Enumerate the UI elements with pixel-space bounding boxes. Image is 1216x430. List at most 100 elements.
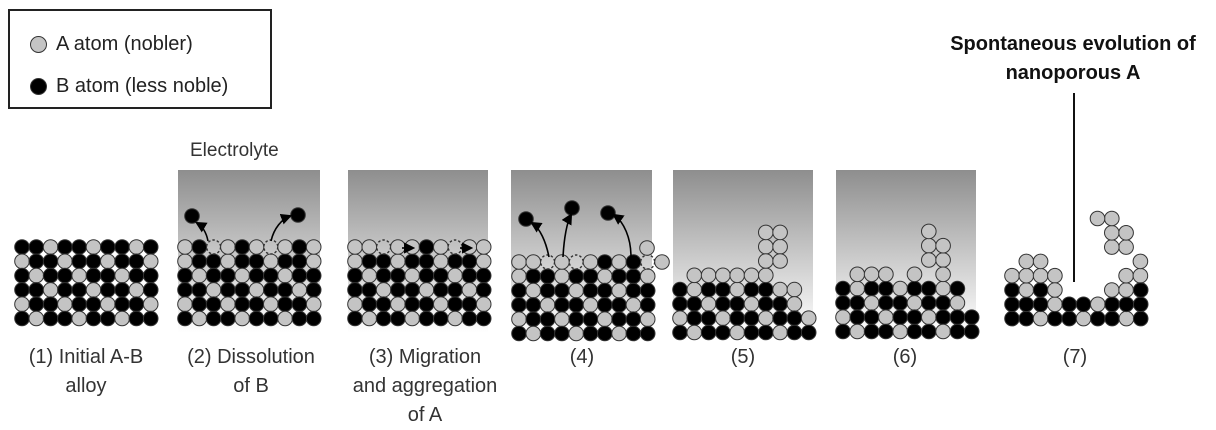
a-atom (42, 239, 59, 255)
a-atom (28, 267, 45, 284)
b-atom (625, 311, 642, 328)
b-atom (597, 325, 613, 342)
a-atom (935, 252, 951, 268)
a-atom (177, 296, 193, 313)
caption-7-line-1: (7) (1062, 346, 1088, 368)
b-atom (686, 296, 703, 312)
b-atom (42, 296, 59, 313)
caption-6-line-1: (6) (892, 346, 918, 368)
b-atom (28, 296, 45, 313)
a-atom (672, 310, 688, 327)
b-atom (375, 253, 392, 270)
b-atom (191, 239, 208, 255)
b-atom (525, 268, 542, 285)
a-atom (305, 296, 322, 313)
b-atom (277, 282, 293, 298)
a-atom (447, 310, 463, 327)
b-atom (1104, 296, 1120, 313)
a-atom (729, 267, 746, 284)
b-atom (525, 297, 542, 313)
a-atom (1032, 267, 1049, 284)
a-atom (85, 282, 102, 298)
a-atom (1118, 225, 1134, 241)
b-atom (949, 280, 966, 297)
b-atom (835, 280, 851, 297)
b-atom (511, 282, 527, 299)
b-atom (475, 310, 492, 327)
b-atom (743, 324, 760, 341)
a-atom (433, 253, 449, 270)
b-atom (625, 325, 642, 342)
a-atom (447, 267, 463, 284)
b-atom (191, 253, 208, 270)
a-atom (772, 238, 788, 255)
b-atom (390, 267, 406, 284)
a-atom (475, 253, 492, 270)
a-atom (361, 239, 378, 255)
a-atom (800, 310, 817, 327)
a-atom (715, 310, 731, 327)
b-atom (390, 310, 406, 327)
b-atom (568, 297, 585, 313)
a-atom (906, 295, 923, 311)
b-atom (729, 310, 746, 327)
atom-movement-arrow (195, 221, 209, 242)
legend-label-a: A atom (nobler) (56, 33, 193, 55)
b-atom (220, 310, 236, 327)
a-atom (686, 267, 703, 284)
b-atom (234, 253, 250, 270)
a-atom (57, 296, 73, 313)
b-atom (715, 324, 731, 341)
a-atom (597, 268, 613, 285)
b-atom (128, 296, 145, 313)
b-atom (248, 296, 265, 313)
b-atom (835, 295, 851, 311)
a-atom (772, 281, 788, 298)
a-atom (639, 311, 656, 328)
dissolving-b-atom (290, 207, 306, 223)
b-atom (361, 282, 378, 298)
b-atom (1132, 282, 1149, 298)
a-atom (892, 280, 909, 297)
b-atom (906, 323, 923, 340)
a-atom (568, 325, 585, 342)
b-atom (177, 267, 193, 284)
caption-2-line-1: (2) Dissolution (187, 346, 315, 368)
a-atom (390, 239, 406, 255)
a-atom (611, 325, 627, 342)
b-atom (361, 253, 378, 270)
b-atom (906, 309, 923, 326)
a-atom (475, 296, 492, 313)
legend-item-b: B atom (less noble) (30, 75, 228, 98)
b-atom (963, 309, 980, 326)
b-atom (475, 282, 492, 298)
b-atom (715, 296, 731, 312)
b-atom (863, 280, 880, 297)
a-atom (1132, 267, 1149, 284)
b-atom (42, 253, 59, 270)
a-atom (277, 239, 293, 255)
b-atom (568, 311, 585, 328)
b-atom (191, 296, 208, 313)
b-atom (1090, 310, 1106, 327)
caption-step-4: (4) (497, 343, 667, 372)
b-atom (28, 282, 45, 298)
b-atom (128, 253, 145, 270)
b-atom (1004, 296, 1020, 313)
b-atom (611, 311, 627, 328)
b-atom (42, 310, 59, 327)
caption-step-5: (5) (658, 343, 828, 372)
a-atom (85, 239, 102, 255)
a-atom (935, 266, 951, 283)
a-atom (305, 253, 322, 270)
caption-step-6: (6) (820, 343, 990, 372)
b-atom (305, 282, 322, 298)
b-atom (835, 323, 851, 340)
caption-3-line-3: of A (407, 404, 443, 426)
a-atom (291, 282, 308, 298)
b-atom (114, 253, 130, 270)
b-atom (672, 324, 688, 341)
b-atom (57, 267, 73, 284)
a-atom (191, 310, 208, 327)
a-atom (1089, 210, 1106, 227)
